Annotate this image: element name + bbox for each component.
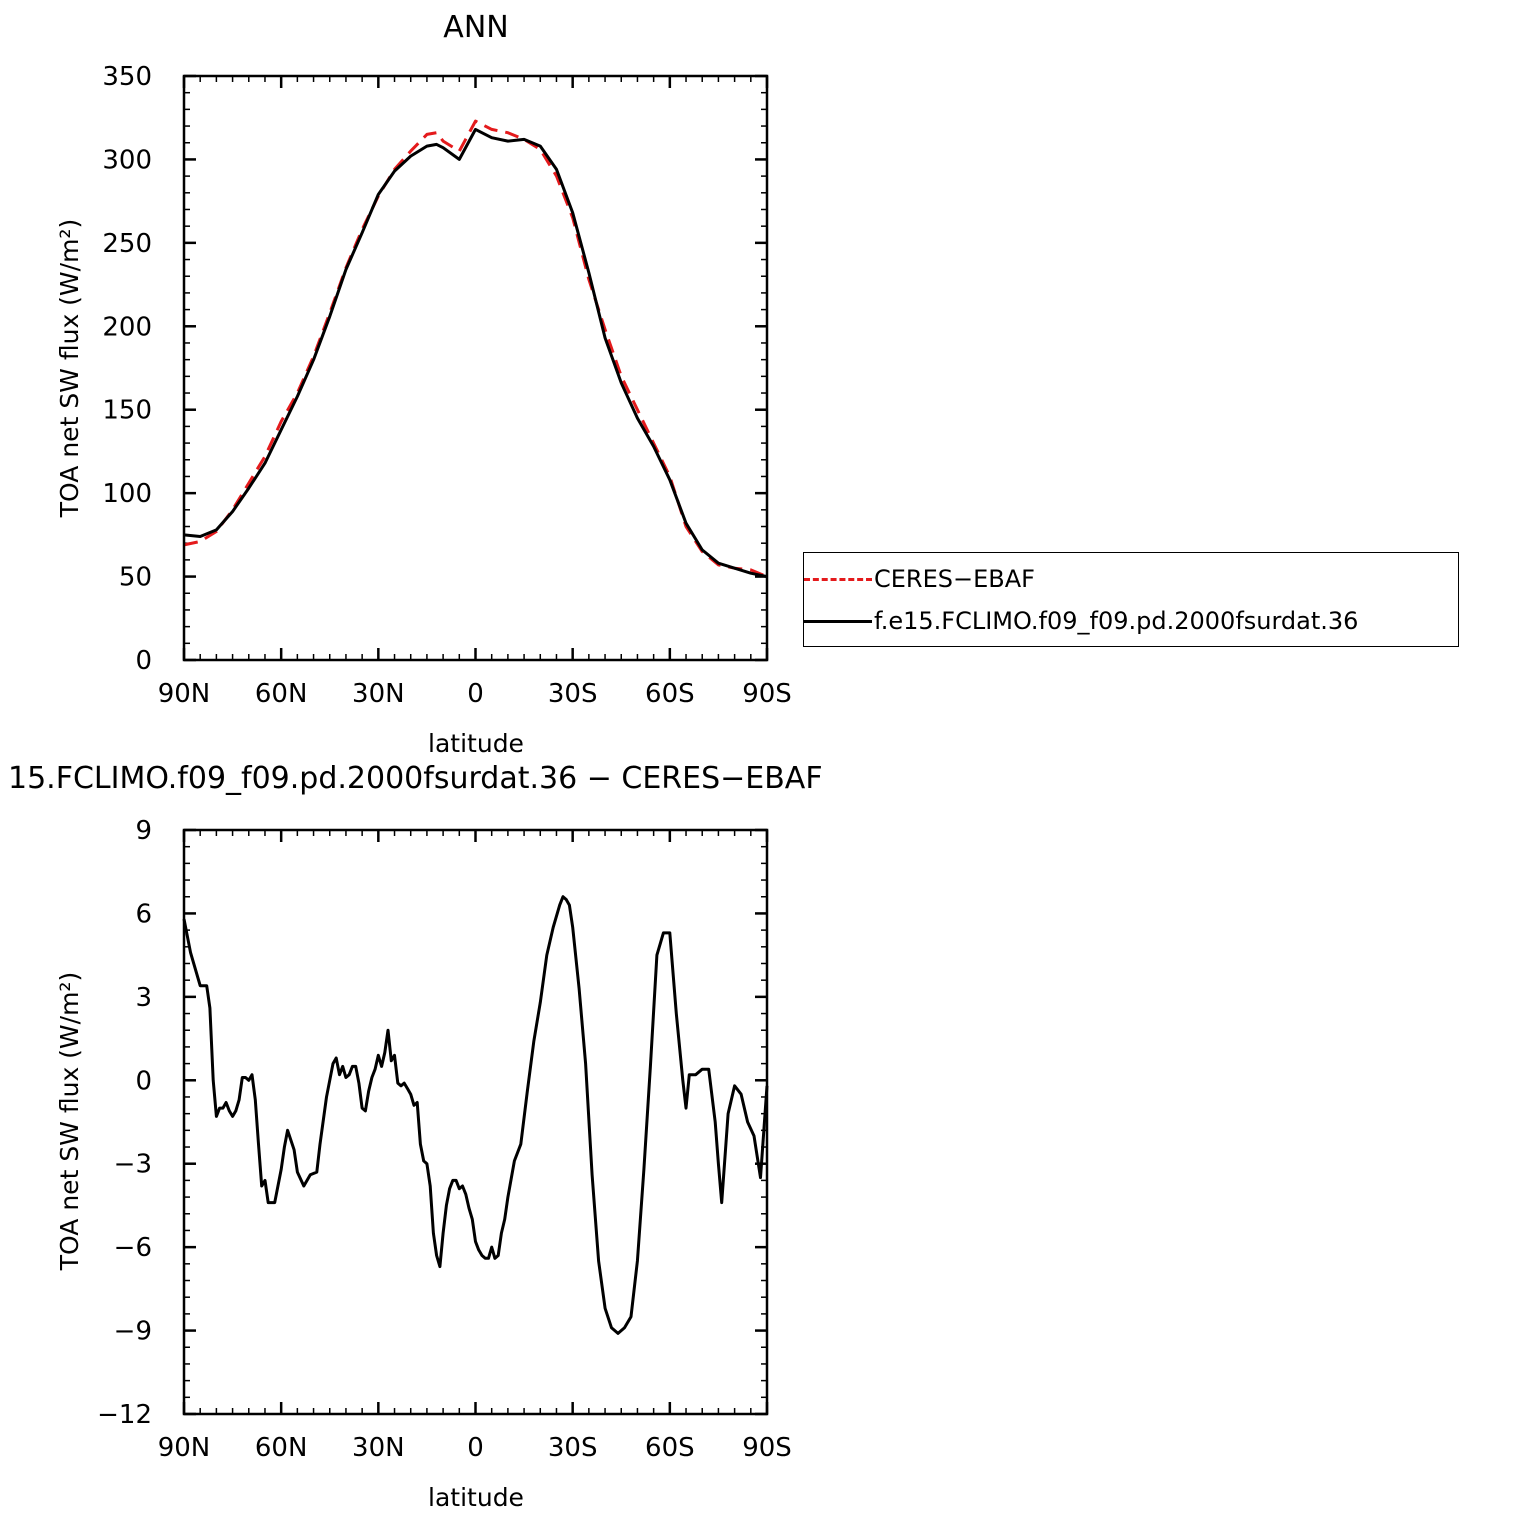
legend-label-ceres: CERES−EBAF bbox=[874, 565, 1035, 593]
top-x-tick-label: 30N bbox=[352, 679, 405, 709]
bottom-x-tick-label: 60N bbox=[255, 1433, 308, 1463]
legend-label-model: f.e15.FCLIMO.f09_f09.pd.2000fsurdat.36 bbox=[874, 607, 1359, 635]
top-series-line-1 bbox=[183, 127, 768, 579]
legend-swatch-model bbox=[804, 619, 872, 623]
bottom-y-tick-label: −9 bbox=[114, 1317, 152, 1347]
bottom-y-tick-label: 9 bbox=[135, 816, 152, 846]
bottom-x-tick-label: 30N bbox=[352, 1433, 405, 1463]
top-x-tick-label: 90S bbox=[742, 679, 792, 709]
bottom-x-tick-label: 60S bbox=[645, 1433, 695, 1463]
bottom-x-tick-label: 0 bbox=[467, 1433, 484, 1463]
top-x-tick-label: 90N bbox=[158, 679, 211, 709]
bottom-y-tick-label: −6 bbox=[114, 1233, 152, 1263]
legend-entry-model: f.e15.FCLIMO.f09_f09.pd.2000fsurdat.36 bbox=[804, 601, 1358, 641]
top-y-tick-label: 0 bbox=[135, 646, 152, 676]
legend-swatch-ceres bbox=[804, 577, 872, 581]
bottom-x-axis-label: latitude bbox=[428, 1483, 524, 1512]
top-y-tick-label: 200 bbox=[102, 312, 152, 342]
bottom-y-tick-label: 6 bbox=[135, 899, 152, 929]
top-x-axis-label: latitude bbox=[428, 729, 524, 758]
bottom-plot-frame bbox=[182, 828, 769, 1416]
bottom-y-tick-label: 0 bbox=[135, 1066, 152, 1096]
top-panel: ANN TOA net SW flux (W/m²) latitude 90N 6… bbox=[55, 10, 792, 758]
legend: CERES−EBAF f.e15.FCLIMO.f09_f09.pd.2000f… bbox=[803, 552, 1459, 647]
top-y-tick-label: 150 bbox=[102, 396, 152, 426]
bottom-x-tick-label: 90N bbox=[158, 1433, 211, 1463]
legend-entry-ceres: CERES−EBAF bbox=[804, 559, 1035, 599]
bottom-y-tick-label: 3 bbox=[135, 983, 152, 1013]
top-plot-frame bbox=[182, 74, 769, 662]
top-y-tick-label: 250 bbox=[102, 229, 152, 259]
bottom-panel: 15.FCLIMO.f09_f09.pd.2000fsurdat.36 − CE… bbox=[8, 761, 823, 1512]
top-x-tick-label: 60S bbox=[645, 679, 695, 709]
top-x-tick-label: 30S bbox=[548, 679, 598, 709]
top-x-tick-label: 60N bbox=[255, 679, 308, 709]
top-y-tick-label: 300 bbox=[102, 145, 152, 175]
top-y-tick-label: 50 bbox=[119, 563, 152, 593]
top-y-axis-label: TOA net SW flux (W/m²) bbox=[55, 219, 84, 518]
bottom-y-tick-label: −12 bbox=[97, 1400, 152, 1430]
top-y-tick-label: 350 bbox=[102, 62, 152, 92]
top-y-tick-label: 100 bbox=[102, 479, 152, 509]
bottom-chart-title: 15.FCLIMO.f09_f09.pd.2000fsurdat.36 − CE… bbox=[8, 761, 823, 796]
bottom-x-tick-label: 90S bbox=[742, 1433, 792, 1463]
bottom-series-line-0 bbox=[182, 895, 769, 1335]
bottom-x-tick-label: 30S bbox=[548, 1433, 598, 1463]
top-x-tick-label: 0 bbox=[467, 679, 484, 709]
bottom-y-axis-label: TOA net SW flux (W/m²) bbox=[55, 972, 84, 1271]
bottom-y-tick-label: −3 bbox=[114, 1150, 152, 1180]
top-chart-title: ANN bbox=[443, 10, 508, 45]
